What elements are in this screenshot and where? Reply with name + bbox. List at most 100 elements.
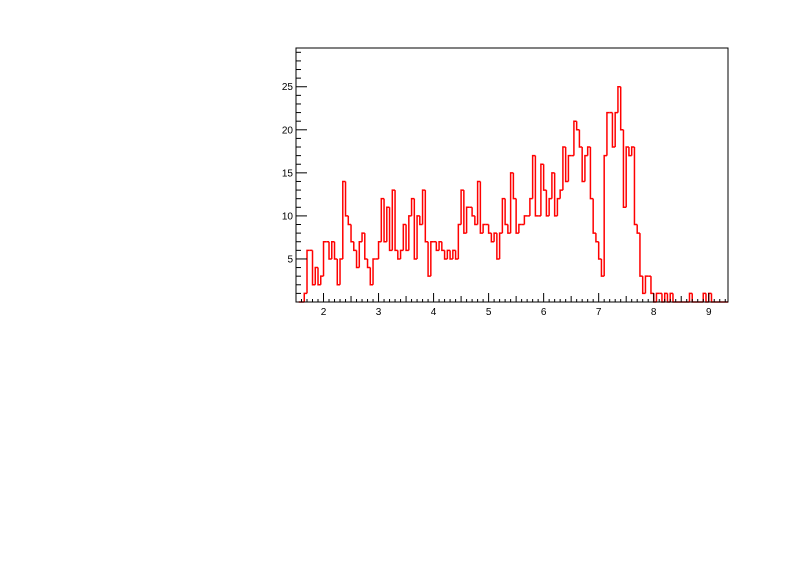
histogram-bin: [490, 233, 495, 243]
histogram-bin: [619, 86, 624, 131]
histogram-bin: [498, 232, 503, 259]
histogram-bin: [427, 241, 431, 277]
histogram-bin: [399, 249, 404, 259]
histogram-bin: [405, 224, 409, 252]
histogram-bin: [655, 292, 660, 302]
histogram-bin: [416, 215, 420, 259]
histogram-bin: [617, 86, 621, 113]
x-tick-label: 6: [541, 307, 547, 318]
histogram-bin: [474, 215, 478, 226]
histogram-bin: [449, 250, 453, 260]
histogram-bin: [344, 181, 349, 217]
histogram-bin: [331, 240, 335, 259]
histogram-bin: [575, 121, 580, 131]
histogram-bin: [350, 224, 354, 243]
histogram-bin: [441, 241, 445, 252]
histogram-bin: [424, 190, 429, 243]
histogram-bin: [317, 267, 321, 286]
histogram-bin: [452, 249, 456, 259]
histogram-bin: [540, 163, 544, 216]
histogram-bin: [586, 146, 591, 156]
histogram-bin: [358, 240, 363, 268]
plot-frame: [295, 47, 729, 303]
x-axis: 2 3 4 5 6 7 8 9: [295, 293, 726, 318]
histogram-bin: [457, 223, 462, 259]
histogram-bin: [545, 190, 550, 217]
histogram-bin: [688, 292, 693, 302]
histogram-bin: [556, 197, 561, 216]
histogram-bin: [614, 111, 618, 148]
histogram-bin: [496, 233, 500, 260]
histogram-bin: [413, 198, 418, 260]
y-tick-label: 15: [282, 168, 294, 179]
histogram-bin: [342, 180, 346, 259]
histogram-bin: [493, 232, 497, 242]
histogram-bin: [438, 240, 442, 251]
histogram-bin: [518, 223, 522, 234]
histogram-bin: [595, 233, 599, 243]
histogram-bin: [625, 146, 629, 208]
histogram-bars: [298, 86, 728, 303]
histogram-bin: [328, 241, 332, 260]
histogram-bin: [542, 164, 547, 191]
histogram-bin: [320, 275, 324, 285]
histogram-bin: [501, 197, 506, 234]
histogram-bin: [551, 172, 555, 199]
histogram-bin: [515, 198, 519, 234]
histogram-bin: [446, 249, 451, 259]
histogram-bin: [402, 223, 407, 251]
histogram-bin: [339, 258, 343, 285]
histogram-bin: [408, 215, 412, 251]
histogram-bin: [628, 147, 632, 157]
histogram-bin: [347, 215, 352, 226]
histogram-bin: [311, 250, 316, 286]
histogram-bin: [364, 233, 368, 260]
histogram-bin: [630, 146, 635, 156]
histogram-bin: [372, 258, 376, 285]
y-tick-label: 5: [287, 254, 293, 265]
histogram-bin: [512, 172, 517, 200]
histogram-bin: [421, 189, 426, 225]
x-tick-label: 7: [596, 307, 602, 318]
histogram-bin: [581, 147, 585, 183]
histogram-bin: [397, 250, 401, 260]
histogram-bin: [507, 224, 511, 234]
histogram-bin: [306, 249, 310, 294]
histogram-bin: [314, 266, 319, 285]
histogram-bin: [369, 267, 374, 286]
histogram-bin: [606, 111, 610, 156]
histogram-bin: [600, 258, 605, 277]
histogram-bin: [650, 276, 654, 295]
histogram-bin: [639, 233, 643, 277]
histogram-bin: [460, 189, 464, 225]
histogram-bin: [386, 206, 390, 242]
histogram-bin: [641, 276, 646, 295]
x-tick-label: 2: [321, 307, 327, 318]
histogram-bin: [504, 198, 508, 226]
histogram-bin: [388, 207, 393, 252]
histogram-bin: [463, 190, 467, 234]
histogram-bin: [636, 224, 640, 234]
x-tick-label: 9: [706, 307, 712, 318]
histogram-bin: [366, 258, 371, 269]
histogram-bin: [534, 155, 539, 217]
histogram-bin: [531, 154, 536, 199]
histogram-bin: [487, 224, 492, 234]
histogram-bin: [303, 292, 308, 302]
histogram-bin: [509, 172, 514, 234]
histogram-bin: [523, 215, 528, 225]
y-axis: 5 10 15 20 25: [282, 51, 307, 294]
histogram-bin: [361, 232, 365, 242]
histogram-bin: [597, 241, 602, 260]
histogram-bin: [529, 197, 533, 216]
histogram-bin: [603, 154, 607, 277]
histogram-bin: [430, 240, 434, 277]
histogram-bin: [644, 275, 649, 294]
histogram-bin: [443, 250, 448, 260]
x-tick-label: 4: [431, 307, 437, 318]
histogram-bin: [584, 154, 588, 182]
histogram-bin: [564, 147, 569, 183]
x-tick-label: 3: [376, 307, 382, 318]
histogram-bin: [435, 241, 440, 252]
